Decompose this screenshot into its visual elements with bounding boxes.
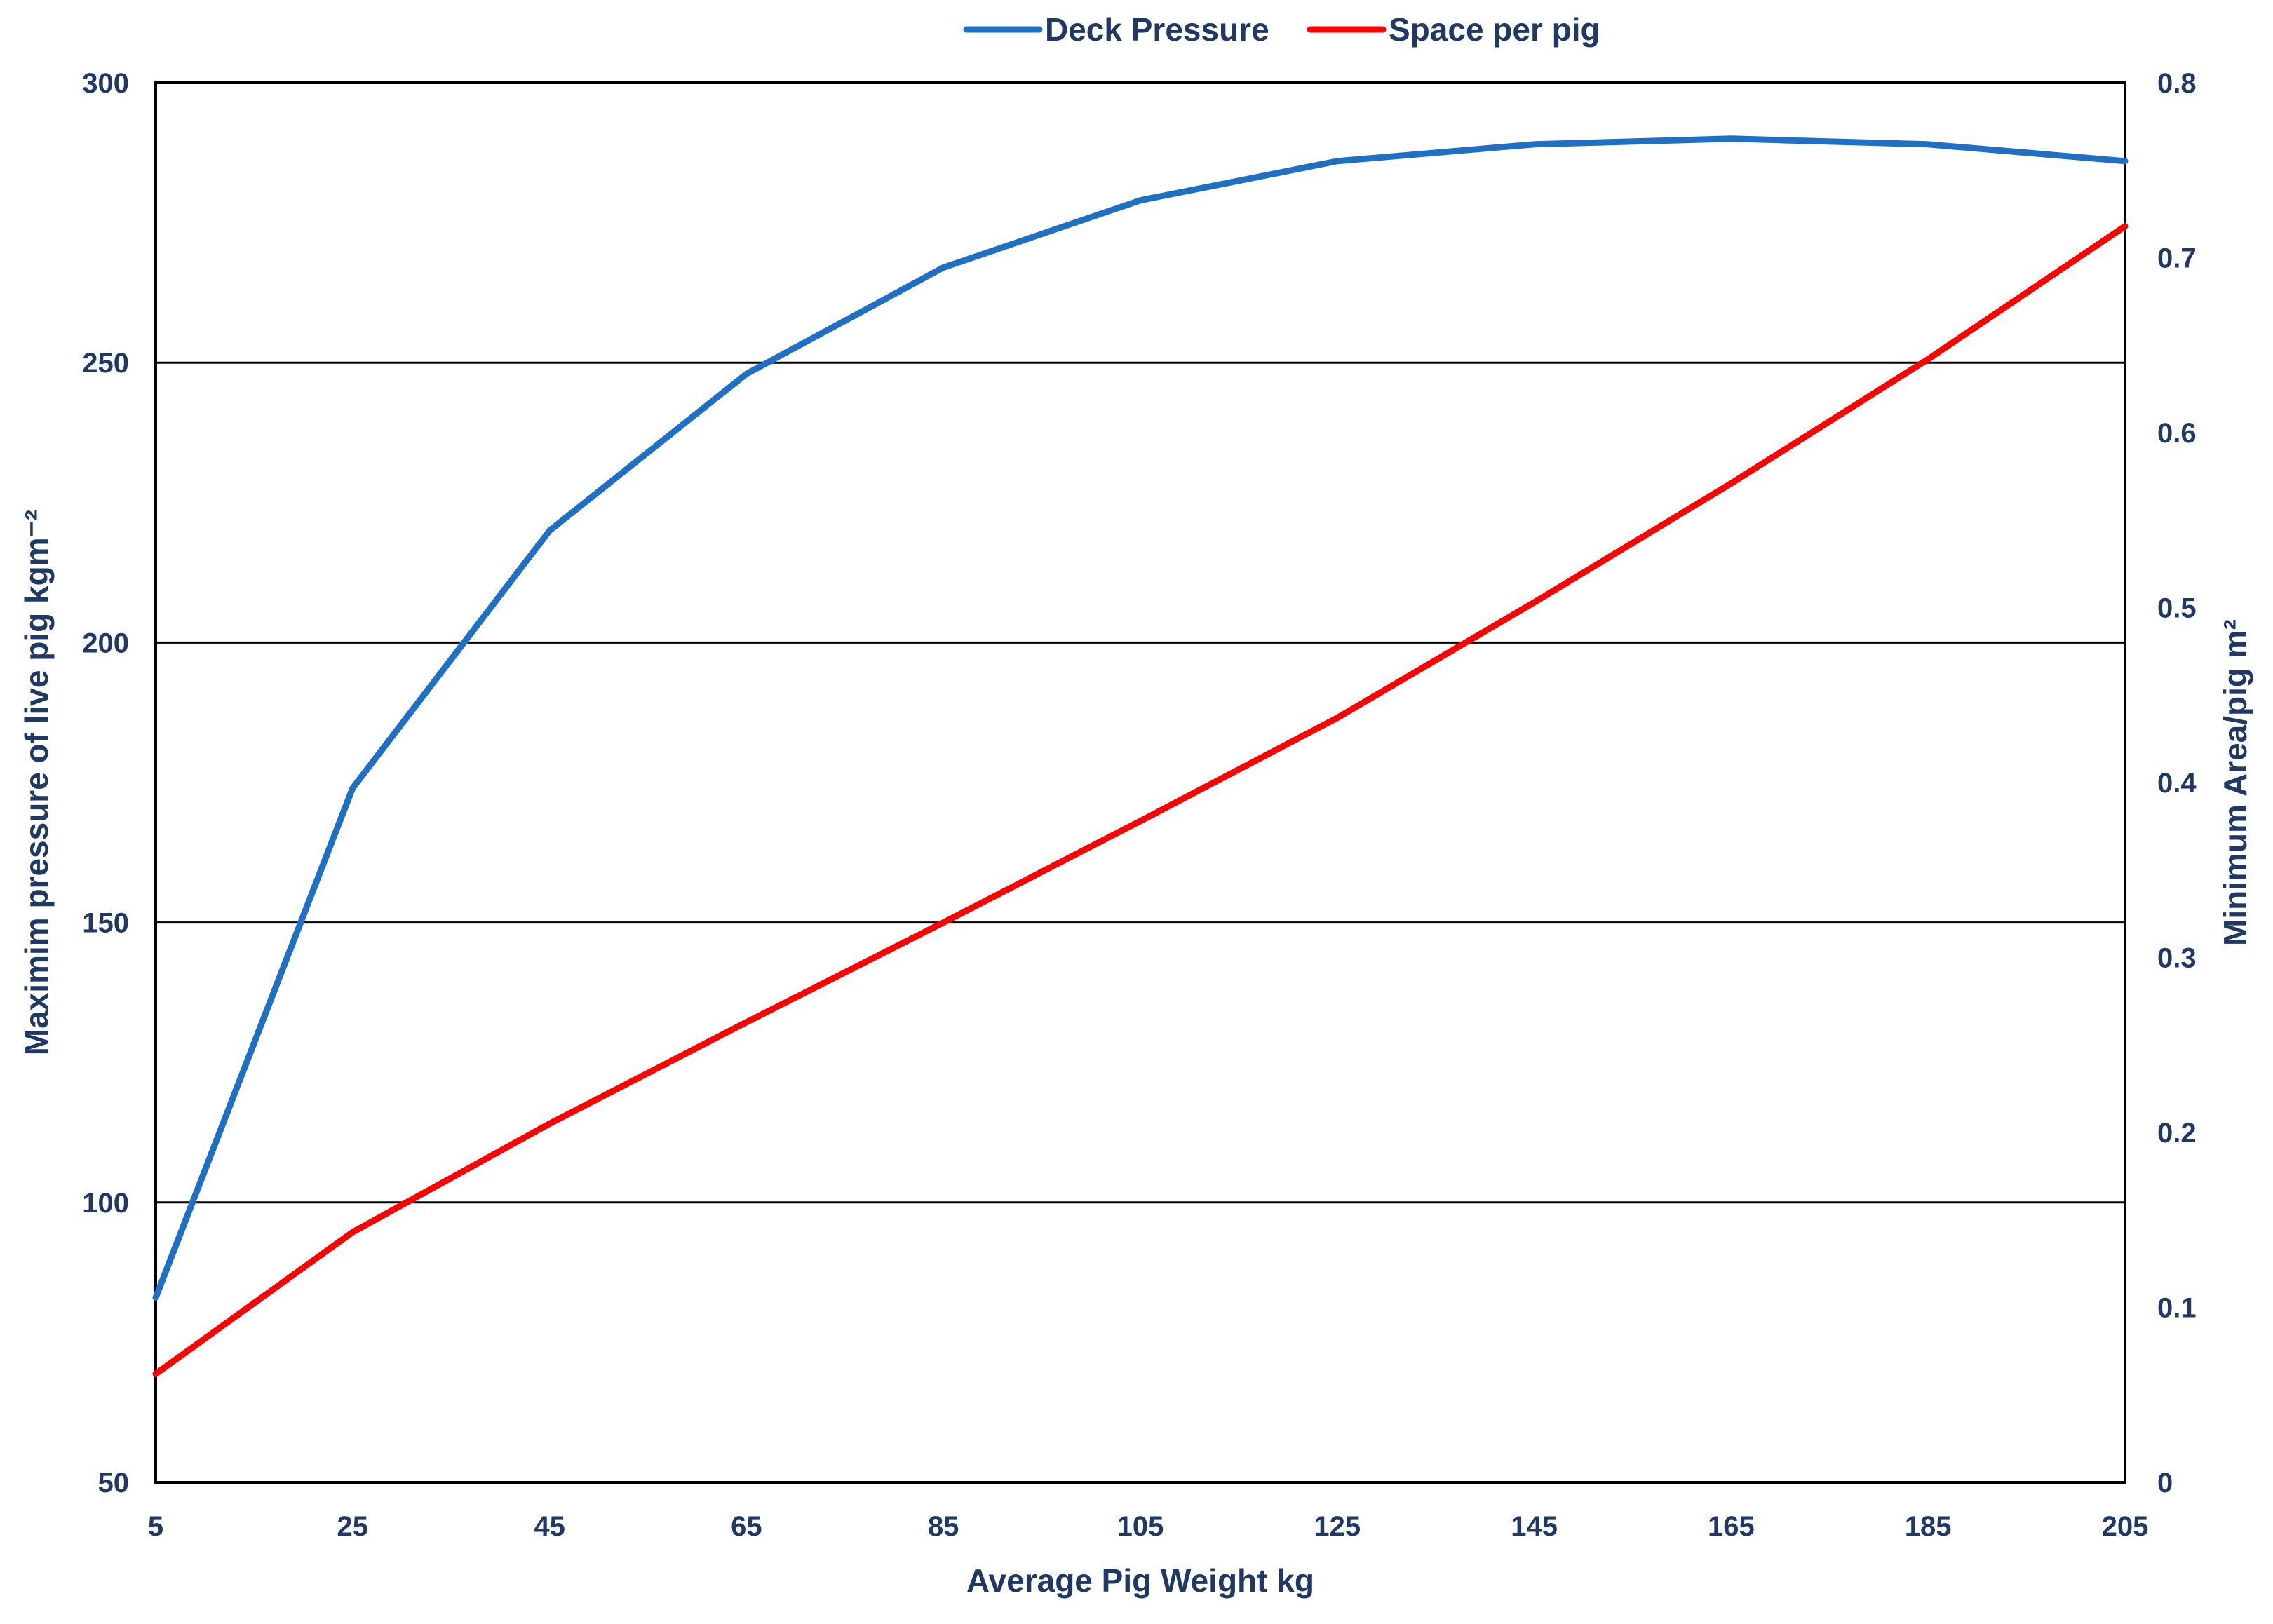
right-y-tick-label: 0.5 bbox=[2157, 593, 2197, 624]
plot-area-frame bbox=[154, 81, 2126, 1484]
left-y-tick-label: 200 bbox=[82, 628, 129, 658]
left-y-tick-label: 250 bbox=[82, 348, 129, 379]
x-tick-label: 85 bbox=[928, 1511, 959, 1542]
series-line-deck-pressure bbox=[152, 135, 2129, 1301]
right-y-tick-label: 0.2 bbox=[2157, 1118, 2197, 1149]
gridlines bbox=[156, 361, 2125, 1204]
x-tick-label: 125 bbox=[1314, 1511, 1361, 1542]
right-y-tick-label: 0.7 bbox=[2157, 243, 2197, 274]
right-y-tick-label: 0.3 bbox=[2157, 943, 2197, 974]
series-lines bbox=[152, 135, 2129, 1377]
right-y-tick-label: 0.1 bbox=[2157, 1293, 2197, 1324]
x-tick-label: 165 bbox=[1708, 1511, 1755, 1542]
x-axis-title: Average Pig Weight kg bbox=[966, 1562, 1314, 1599]
left-y-tick-label: 300 bbox=[82, 68, 129, 99]
right-y-axis-ticks: 0 0.1 0.2 0.3 0.4 0.5 0.6 0.7 0.8 bbox=[2157, 68, 2197, 1498]
x-tick-label: 45 bbox=[534, 1511, 565, 1542]
x-tick-label: 25 bbox=[337, 1511, 369, 1542]
series-line-space-per-pig bbox=[152, 223, 2129, 1377]
left-y-axis-ticks: 50 100 150 200 250 300 bbox=[82, 68, 129, 1498]
legend-label: Deck Pressure bbox=[1045, 11, 1269, 48]
right-y-tick-label: 0.6 bbox=[2157, 418, 2197, 449]
right-y-tick-label: 0.4 bbox=[2157, 768, 2197, 799]
x-axis-ticks: 5 25 45 65 85 105 125 145 165 185 205 bbox=[148, 1511, 2149, 1542]
legend: Deck Pressure Space per pig bbox=[963, 11, 1600, 48]
x-tick-label: 205 bbox=[2102, 1511, 2149, 1542]
x-tick-label: 105 bbox=[1117, 1511, 1164, 1542]
x-tick-label: 145 bbox=[1511, 1511, 1558, 1542]
left-y-tick-label: 150 bbox=[82, 908, 129, 939]
left-y-tick-label: 100 bbox=[82, 1188, 129, 1219]
right-y-axis-title: Minimum Area/pig m² bbox=[2217, 619, 2253, 946]
x-tick-label: 65 bbox=[731, 1511, 762, 1542]
right-y-tick-label: 0.8 bbox=[2157, 68, 2197, 99]
x-tick-label: 5 bbox=[148, 1511, 163, 1542]
x-tick-label: 185 bbox=[1905, 1511, 1952, 1542]
left-y-axis-title: Maximim pressure of live pig kgm⁻² bbox=[18, 510, 55, 1055]
left-y-tick-label: 50 bbox=[98, 1468, 130, 1498]
right-y-tick-label: 0 bbox=[2157, 1468, 2173, 1498]
legend-label: Space per pig bbox=[1389, 11, 1600, 48]
